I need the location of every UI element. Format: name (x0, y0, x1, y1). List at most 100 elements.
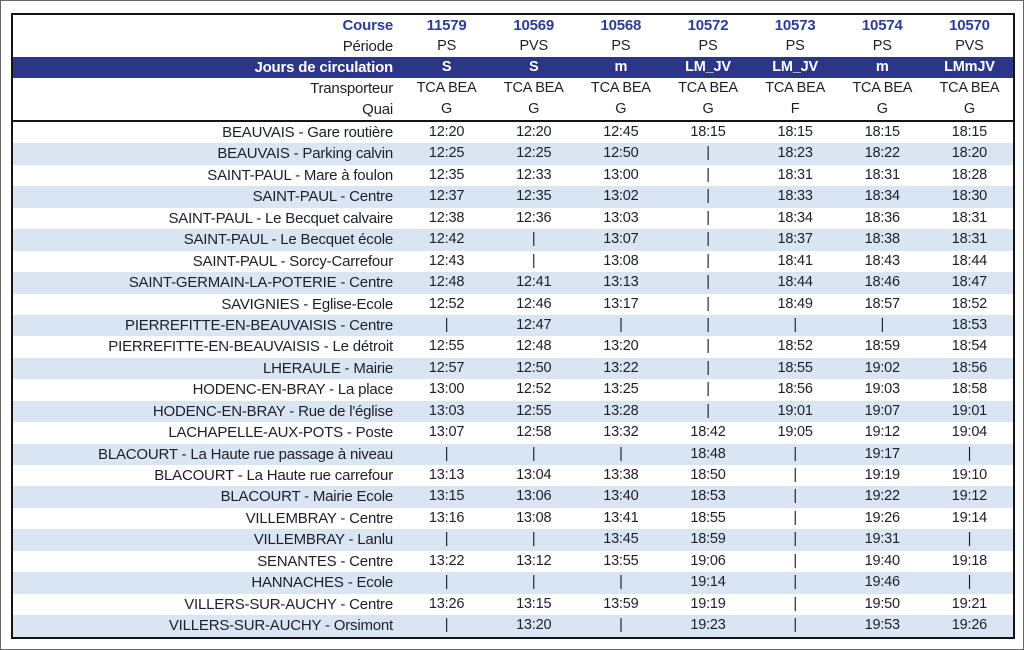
time-cell: 18:38 (864, 231, 900, 248)
no-service-mark: | (706, 231, 710, 248)
stop-name-cell: HODENC-EN-BRAY - Rue de l'église (152, 402, 393, 420)
time-cell: 13:55 (603, 552, 639, 569)
stop-row: HANNACHES - Ecole | | | 19:14 | 19:46 | (13, 572, 1013, 594)
course-number-cell: 10568 (600, 17, 642, 34)
time-cell: 13:28 (603, 402, 639, 419)
no-service-mark: | (706, 402, 710, 419)
time-cell: 18:50 (690, 467, 726, 483)
jours-row-label: Jours de circulation (254, 59, 393, 76)
time-cell: 19:18 (951, 552, 988, 569)
no-service-mark: | (619, 316, 623, 333)
stop-name-cell: LHERAULE - Mairie (263, 359, 393, 377)
stop-name-cell: HODENC-EN-BRAY - La place (192, 381, 394, 399)
time-cell: 19:53 (864, 617, 900, 634)
no-service-mark: | (793, 445, 797, 462)
time-cell: 12:38 (428, 209, 465, 226)
time-cell: 19:03 (864, 381, 900, 398)
stop-row: HODENC-EN-BRAY - Rue de l'église 13:03 12:… (13, 400, 1013, 423)
no-service-mark: | (967, 574, 972, 591)
time-cell: 18:48 (690, 445, 726, 462)
transporteur-cell: TCA BEA (503, 80, 564, 96)
no-service-mark: | (444, 316, 449, 333)
time-cell: 12:42 (428, 231, 465, 248)
stop-row: VILLEMBRAY - Centre 13:16 13:08 13:41 18:55 |… (13, 507, 1013, 530)
transporteur-row-label: Transporteur (310, 80, 393, 97)
stop-name-cell: PIERREFITTE-EN-BEAUVAISIS - Le détroit (108, 338, 393, 356)
time-cell: 18:33 (777, 188, 813, 205)
no-service-mark: | (793, 488, 797, 505)
transporteur-cell: TCA BEA (416, 80, 477, 96)
time-cell: 19:19 (690, 595, 726, 612)
time-cell: 13:06 (516, 488, 552, 505)
stop-row: HODENC-EN-BRAY - La place 13:00 12:52 13:25… (13, 379, 1013, 401)
stop-row: PIERREFITTE-EN-BEAUVAISIS - Centre | 12:47… (13, 314, 1013, 337)
time-cell: 19:06 (690, 552, 726, 569)
stop-row: LACHAPELLE-AUX-POTS - Poste 13:07 12:58 13:… (13, 422, 1013, 444)
time-cell: 18:31 (951, 209, 988, 226)
time-cell: 18:15 (951, 124, 988, 140)
no-service-mark: | (793, 531, 797, 548)
time-cell: 18:52 (951, 295, 988, 312)
stop-name-cell: SAINT-PAUL - Centre (252, 188, 394, 206)
time-cell: 13:38 (603, 467, 639, 483)
periode-cell: PS (437, 38, 457, 54)
no-service-mark: | (793, 595, 797, 612)
time-cell: 12:37 (428, 188, 465, 205)
stop-row: BLACOURT - La Haute rue carrefour 13:13 13… (13, 465, 1013, 487)
time-cell: 19:14 (951, 509, 988, 526)
no-service-mark: | (706, 381, 710, 398)
no-service-mark: | (706, 145, 710, 162)
time-cell: 12:25 (516, 145, 552, 162)
time-cell: 13:25 (603, 381, 639, 398)
time-cell: 12:55 (428, 338, 465, 355)
time-cell: 18:52 (777, 338, 813, 355)
no-service-mark: | (444, 617, 449, 634)
time-cell: 18:42 (690, 424, 726, 441)
time-cell: 19:17 (864, 445, 900, 462)
time-cell: 18:20 (951, 145, 988, 162)
time-cell: 19:40 (864, 552, 900, 569)
jours-cell: LMmJV (944, 59, 995, 75)
time-cell: 13:40 (603, 488, 639, 505)
stop-name-cell: VILLEMBRAY - Lanlu (253, 531, 393, 549)
course-number-cell: 10574 (861, 17, 903, 34)
transporteur-cell: TCA BEA (765, 80, 826, 96)
time-cell: 13:17 (603, 295, 639, 312)
time-cell: 13:59 (603, 595, 639, 612)
time-cell: 12:45 (603, 124, 639, 140)
periode-row-label: Période (342, 38, 394, 55)
time-cell: 18:34 (864, 188, 900, 205)
time-cell: 13:03 (428, 402, 465, 419)
no-service-mark: | (531, 574, 536, 591)
time-cell: 13:02 (603, 188, 639, 205)
no-service-mark: | (444, 531, 449, 548)
time-cell: 19:12 (864, 424, 900, 441)
jours-cell: S (441, 59, 452, 75)
time-cell: 13:22 (603, 359, 639, 376)
time-cell: 18:53 (951, 316, 988, 333)
time-cell: 13:04 (516, 467, 552, 483)
no-service-mark: | (706, 316, 710, 333)
time-cell: 19:02 (864, 359, 900, 376)
transporteur-cell: TCA BEA (590, 80, 651, 96)
no-service-mark: | (531, 445, 536, 462)
jours-cell: S (528, 59, 539, 75)
no-service-mark: | (444, 574, 449, 591)
no-service-mark: | (706, 359, 710, 376)
stop-row: BLACOURT - Mairie Ecole 13:15 13:06 13:40 18… (13, 486, 1013, 508)
time-cell: 19:21 (951, 595, 988, 612)
time-cell: 13:32 (603, 424, 639, 441)
time-cell: 18:55 (690, 509, 726, 526)
stop-row: SAINT-PAUL - Sorcy-Carrefour 12:43 | 13:08 |… (13, 250, 1013, 273)
no-service-mark: | (967, 531, 972, 548)
stop-row: SAINT-PAUL - Le Becquet calvaire 12:38 12:… (13, 207, 1013, 230)
no-service-mark: | (706, 295, 710, 312)
time-cell: 18:36 (864, 209, 900, 226)
stop-row: BEAUVAIS - Parking calvin 12:25 12:25 12:50… (13, 143, 1013, 165)
time-cell: 19:04 (951, 424, 988, 441)
stop-row: SAVIGNIES - Eglise-Ecole 12:52 12:46 13:17 |… (13, 293, 1013, 315)
time-cell: 12:43 (428, 252, 465, 269)
transporteur-cell: TCA BEA (852, 80, 913, 96)
stop-name-cell: BEAUVAIS - Parking calvin (217, 145, 393, 163)
time-cell: 12:36 (516, 209, 552, 226)
